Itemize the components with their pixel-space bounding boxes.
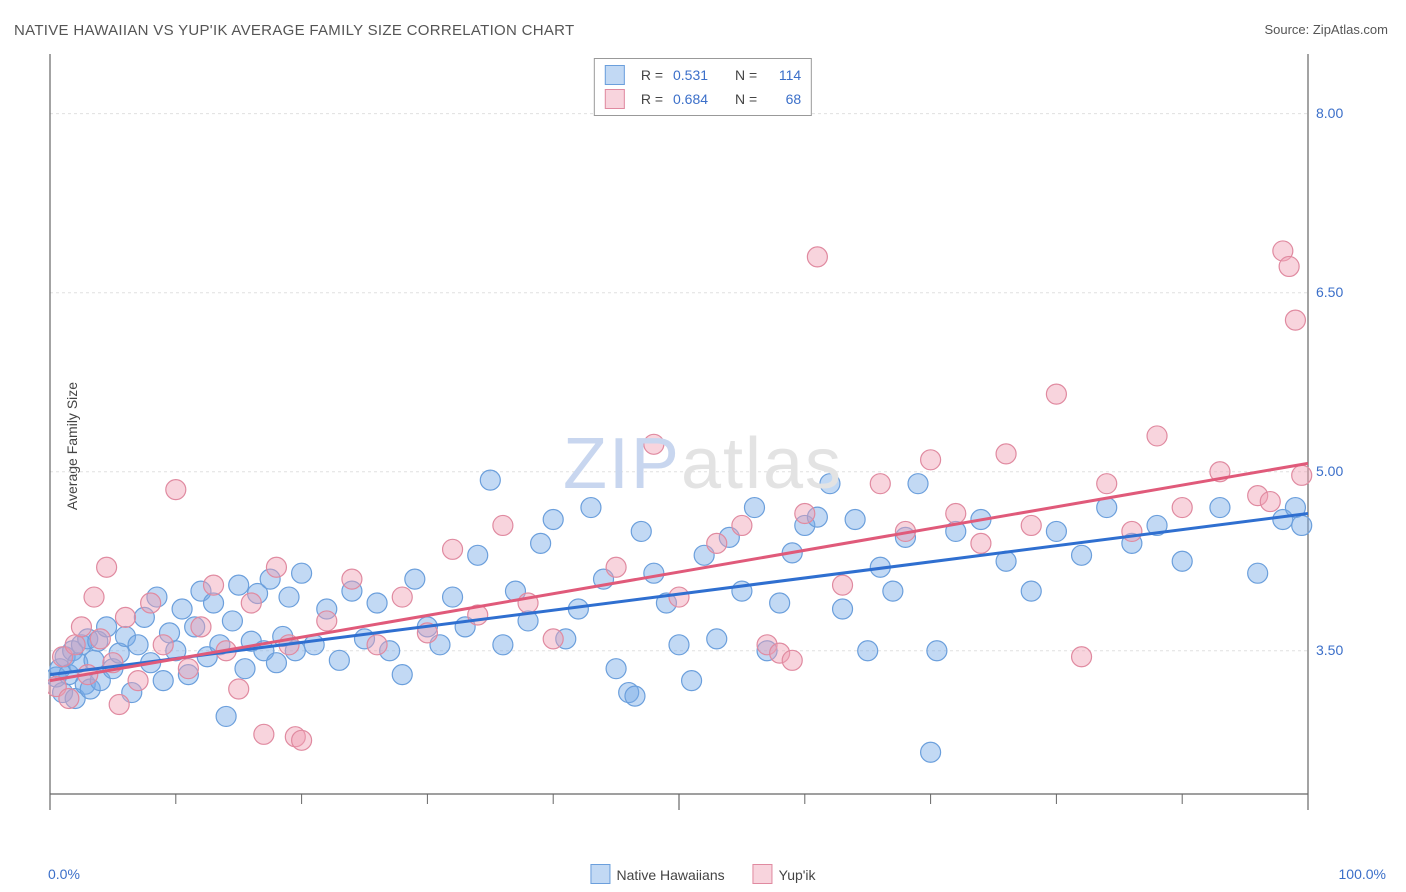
swatch (605, 65, 625, 85)
legend-item: Yup'ik (753, 864, 816, 884)
n-value: 68 (767, 91, 801, 107)
x-axis-min-label: 0.0% (48, 866, 80, 882)
n-value: 114 (767, 67, 801, 83)
y-tick-label: 8.00 (1316, 105, 1343, 121)
r-value: 0.531 (673, 67, 725, 83)
legend-item: Native Hawaiians (590, 864, 724, 884)
r-label: R = (641, 91, 663, 107)
correlation-row: R = 0.531 N = 114 (605, 63, 801, 87)
y-tick-label: 6.50 (1316, 284, 1343, 300)
n-label: N = (735, 67, 757, 83)
y-tick-label: 3.50 (1316, 642, 1343, 658)
plot-area (48, 50, 1388, 830)
swatch (590, 864, 610, 884)
source-link[interactable]: ZipAtlas.com (1313, 22, 1388, 37)
source-attribution: Source: ZipAtlas.com (1264, 22, 1388, 37)
r-value: 0.684 (673, 91, 725, 107)
correlation-row: R = 0.684 N = 68 (605, 87, 801, 111)
scatter-plot-svg (48, 50, 1348, 820)
legend-label: Yup'ik (779, 867, 816, 883)
legend-label: Native Hawaiians (616, 867, 724, 883)
r-label: R = (641, 67, 663, 83)
series-legend: Native Hawaiians Yup'ik (590, 864, 815, 884)
swatch (753, 864, 773, 884)
swatch (605, 89, 625, 109)
source-prefix: Source: (1264, 22, 1312, 37)
n-label: N = (735, 91, 757, 107)
x-axis-max-label: 100.0% (1339, 866, 1386, 882)
correlation-legend: R = 0.531 N = 114 R = 0.684 N = 68 (594, 58, 812, 116)
chart-title: NATIVE HAWAIIAN VS YUP'IK AVERAGE FAMILY… (14, 22, 575, 39)
y-tick-label: 5.00 (1316, 463, 1343, 479)
